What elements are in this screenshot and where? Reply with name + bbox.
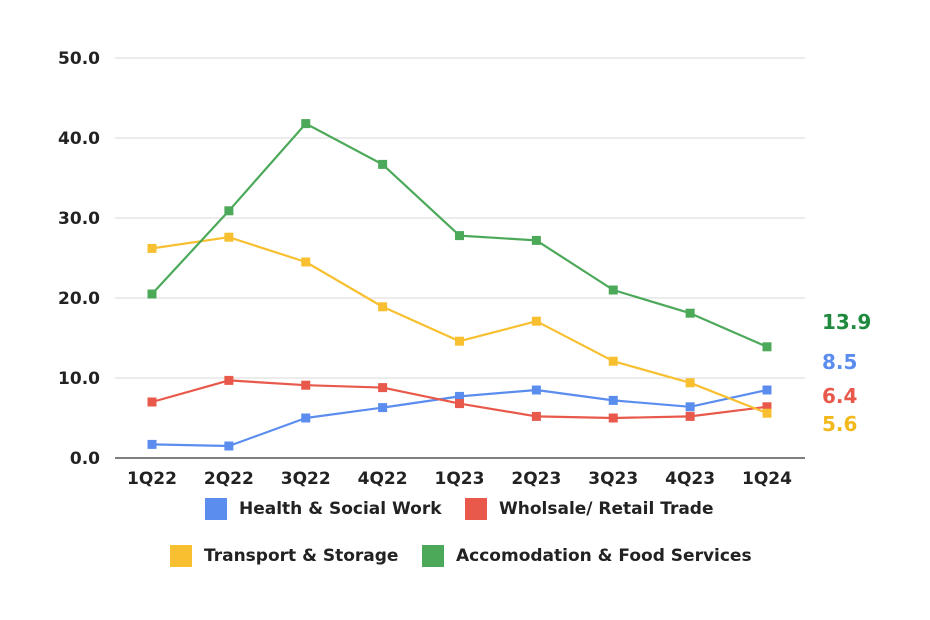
data-point [147, 289, 157, 299]
legend-item-transport: Transport & Storage [170, 545, 398, 567]
data-point [455, 399, 464, 409]
data-point [224, 206, 234, 216]
series-accomodation-food-services [147, 119, 772, 352]
data-point [608, 285, 618, 295]
end-label: 8.5 [822, 350, 857, 374]
series-transport-storage [147, 232, 772, 418]
x-tick-label: 1Q23 [435, 469, 485, 489]
y-tick-label: 50.0 [58, 49, 100, 69]
series-health-social-work [147, 385, 772, 451]
data-point [378, 403, 388, 413]
data-point [531, 411, 541, 421]
data-point [685, 402, 695, 412]
data-point [685, 308, 695, 318]
series-wholsale-retail-trade [147, 375, 772, 423]
gridlines [115, 57, 805, 379]
data-point [608, 413, 618, 423]
data-point [685, 411, 695, 421]
data-point [608, 395, 618, 405]
end-label: 6.4 [822, 384, 857, 408]
x-tick-label: 4Q22 [358, 469, 408, 489]
legend-label-transport: Transport & Storage [204, 546, 399, 566]
data-point [378, 159, 388, 169]
x-tick-label: 1Q24 [742, 469, 792, 489]
data-point [762, 385, 772, 395]
legend-item-health: Health & Social Work [205, 498, 442, 520]
data-point [455, 391, 464, 401]
data-point [224, 375, 234, 385]
end-label: 5.6 [822, 412, 857, 436]
data-point [531, 235, 541, 245]
legend-label-health: Health & Social Work [239, 499, 442, 519]
data-point [224, 232, 234, 242]
series-line [151, 236, 768, 415]
data-point [531, 316, 541, 326]
end-label: 13.9 [822, 310, 871, 334]
legend-label-wholesale: Wholsale/ Retail Trade [499, 499, 714, 519]
legend-item-wholesale: Wholsale/ Retail Trade [465, 498, 714, 520]
data-point [455, 231, 464, 241]
legend-item-accommodation: Accomodation & Food Services [422, 545, 752, 567]
data-point [762, 402, 772, 412]
legend-swatch-transport [170, 545, 192, 567]
data-point [301, 257, 311, 267]
y-axis-ticks: 0.0 10.0 20.0 30.0 40.0 50.0 [58, 49, 100, 469]
x-tick-label: 1Q22 [127, 469, 177, 489]
x-tick-label: 2Q22 [204, 469, 254, 489]
data-point [147, 243, 157, 253]
x-tick-label: 3Q22 [281, 469, 331, 489]
data-point [531, 385, 541, 395]
legend-swatch-wholesale [465, 498, 487, 520]
data-point [378, 383, 388, 393]
data-point [762, 408, 772, 418]
x-tick-label: 2Q23 [511, 469, 561, 489]
x-axis-ticks: 1Q22 2Q22 3Q22 4Q22 1Q23 2Q23 3Q23 4Q23 1Q24 [127, 469, 792, 489]
y-tick-label: 20.0 [58, 289, 100, 309]
data-point [301, 413, 311, 423]
data-point [147, 397, 157, 407]
y-tick-label: 10.0 [58, 369, 100, 389]
y-tick-label: 0.0 [70, 449, 100, 469]
data-point [378, 302, 388, 312]
x-tick-label: 3Q23 [588, 469, 638, 489]
legend-label-accommodation: Accomodation & Food Services [456, 546, 752, 566]
end-labels: 8.5 6.4 5.6 13.9 [822, 310, 871, 436]
y-tick-label: 30.0 [58, 209, 100, 229]
y-tick-label: 40.0 [58, 129, 100, 149]
data-point [224, 441, 234, 451]
legend-swatch-health [205, 498, 227, 520]
series-group [147, 119, 772, 451]
legend-swatch-accommodation [422, 545, 444, 567]
data-point [685, 378, 695, 388]
data-point [301, 380, 311, 390]
data-point [301, 119, 311, 129]
x-tick-label: 4Q23 [665, 469, 715, 489]
data-point [608, 356, 618, 366]
data-point [455, 336, 464, 346]
data-point [762, 342, 772, 352]
data-point [147, 439, 157, 449]
